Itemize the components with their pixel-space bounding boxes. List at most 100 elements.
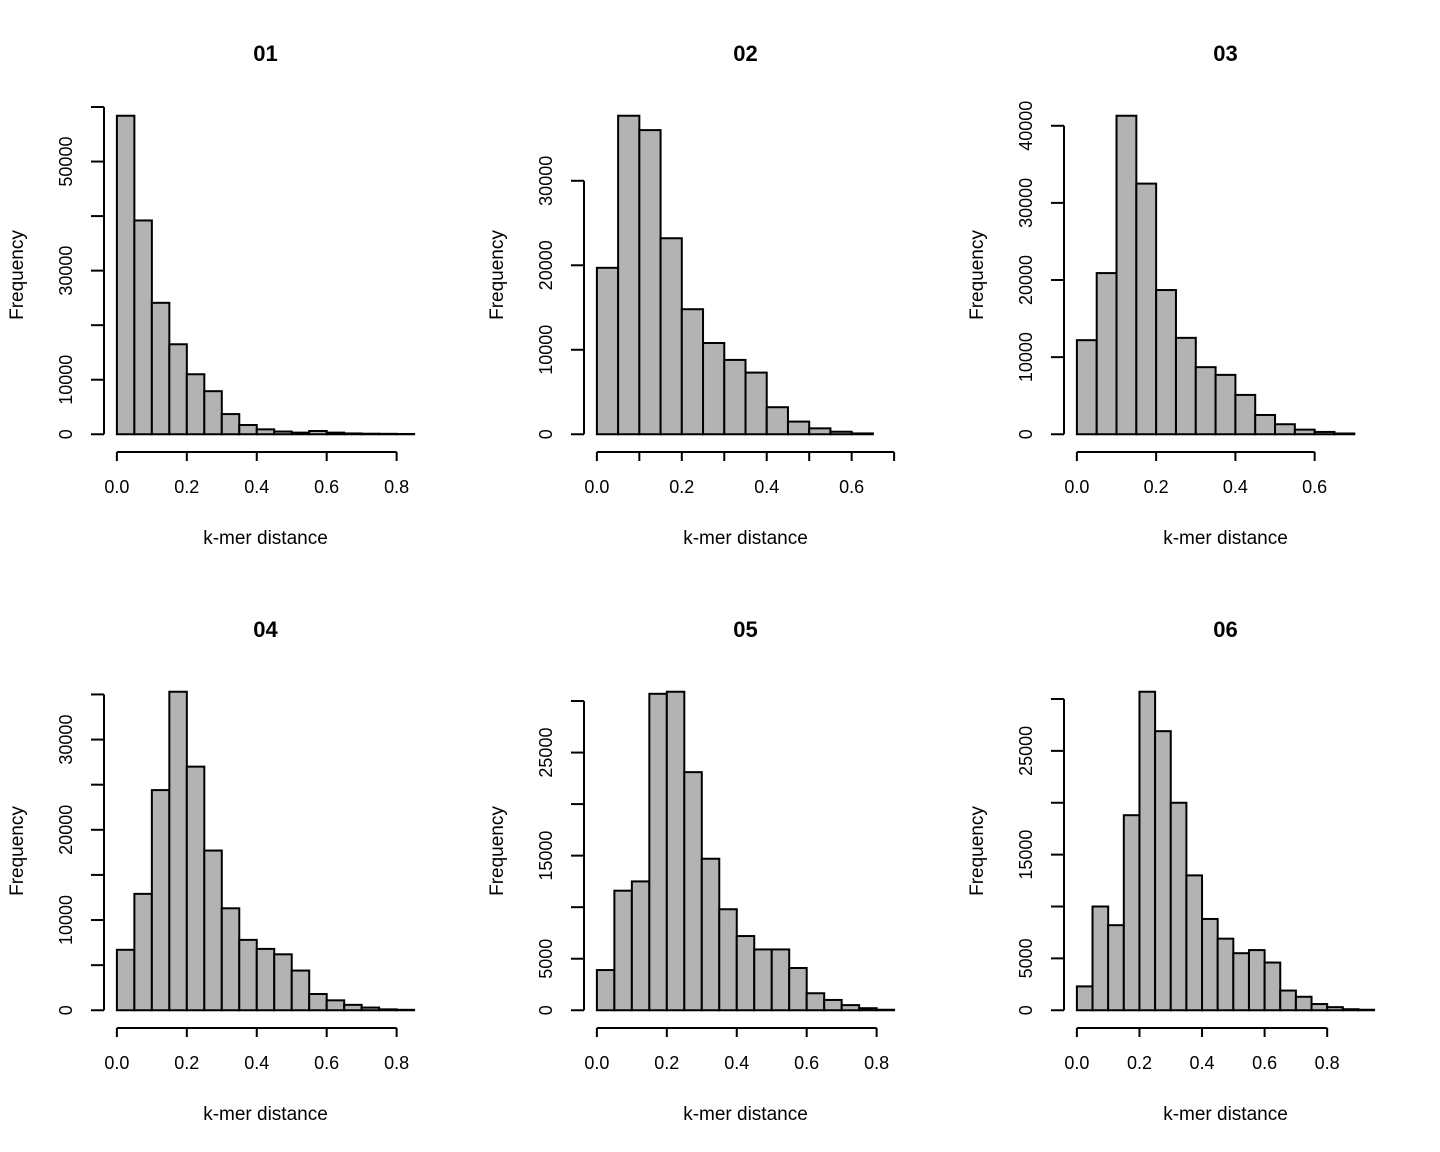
x-tick-label: 0.2 [654, 1053, 679, 1073]
histogram-bar [168, 343, 188, 436]
histogram-bar [1310, 1003, 1329, 1012]
y-tick-label: 30000 [56, 246, 76, 296]
histogram-bar [238, 938, 258, 1012]
x-tick-label: 0.0 [1064, 1053, 1089, 1073]
histogram-bar [788, 966, 808, 1012]
histogram-bar [325, 999, 346, 1012]
y-tick-label: 0 [1016, 429, 1036, 439]
histogram-bar [1135, 182, 1158, 436]
x-axis-label: k-mer distance [683, 1104, 808, 1125]
x-tick-label: 0.6 [839, 477, 864, 497]
x-tick-label: 0.8 [384, 477, 409, 497]
histogram-bar [723, 358, 747, 436]
histogram-bar [1247, 949, 1266, 1012]
x-tick-label: 0.8 [384, 1053, 409, 1073]
histogram-panel-02: 0.0 0.2 0.4 0.6 0 10000 20000 30000 02 k-mer dist… [487, 41, 896, 549]
histogram-bar [1122, 814, 1141, 1012]
histogram-bar [744, 371, 768, 436]
x-tick-label: 0.4 [724, 1053, 749, 1073]
x-tick-label: 0.6 [314, 477, 339, 497]
histogram-bar [1294, 995, 1313, 1012]
y-tick-label: 15000 [536, 831, 556, 881]
histogram-bar [765, 406, 789, 436]
histogram-bar [683, 771, 703, 1012]
histogram-bar [150, 301, 171, 436]
histogram-bar [648, 692, 668, 1012]
y-tick-label: 10000 [56, 895, 76, 945]
histogram-bar [858, 1007, 878, 1012]
histogram-bar [308, 429, 328, 436]
histogram-bar [1107, 924, 1125, 1012]
histogram-panel-01: 0.0 0.2 0.4 0.6 0.8 0 10000 30000 50000 01 k-mer d… [7, 41, 416, 549]
y-axis-label: Frequency [7, 806, 28, 896]
histogram-bar [1095, 272, 1118, 436]
y-tick-label: 20000 [1016, 255, 1036, 305]
x-axis-label: k-mer distance [1163, 1104, 1288, 1125]
histogram-bar [659, 237, 683, 436]
y-tick-label: 5000 [1016, 938, 1036, 978]
x-tick-label: 0.0 [584, 1053, 609, 1073]
x-tick-label: 0.6 [1302, 477, 1327, 497]
histogram-bar [680, 308, 705, 436]
y-axis-label: Frequency [487, 230, 508, 320]
x-tick-label: 0.4 [244, 477, 269, 497]
y-tick-label: 10000 [1016, 332, 1036, 382]
chart-title: 03 [1213, 41, 1237, 66]
histogram-bar [308, 993, 328, 1012]
histogram-bar [1115, 114, 1138, 436]
histogram-bar [1279, 989, 1297, 1012]
histogram-bar [770, 948, 791, 1012]
x-tick-label: 0.4 [1190, 1053, 1215, 1073]
histogram-bar [150, 789, 171, 1012]
histogram-bar [378, 1008, 398, 1012]
y-tick-label: 25000 [536, 728, 556, 778]
histogram-panel-04: 0.0 0.2 0.4 0.6 0.8 0 10000 20000 30000 04 k-mer d… [7, 617, 416, 1125]
histogram-bar [1154, 730, 1172, 1012]
y-axis-label: Frequency [967, 806, 988, 896]
histogram-bar [1174, 336, 1197, 436]
histogram-bar [133, 892, 153, 1012]
histogram-bar [808, 427, 832, 436]
histogram-bar [1293, 428, 1316, 436]
histogram-bar [1254, 413, 1277, 436]
chart-title: 01 [253, 41, 277, 66]
histogram-bar [638, 129, 662, 436]
x-tick-label: 0.4 [244, 1053, 269, 1073]
histogram-bar [133, 219, 153, 436]
histogram-bar [875, 1008, 896, 1012]
y-tick-label: 0 [536, 429, 556, 439]
x-tick-label: 0.2 [174, 477, 199, 497]
histogram-bar [617, 114, 641, 436]
histogram-bar [1185, 874, 1204, 1012]
y-tick-label: 0 [536, 1005, 556, 1015]
x-tick-label: 0.2 [1144, 477, 1169, 497]
histogram-bar [1333, 432, 1356, 436]
y-tick-label: 30000 [536, 156, 556, 206]
chart-title: 06 [1213, 617, 1237, 642]
histogram-bar [255, 947, 276, 1012]
histogram-bar [850, 432, 874, 436]
x-tick-label: 0.8 [864, 1053, 889, 1073]
x-axis-label: k-mer distance [683, 528, 808, 549]
y-tick-label: 30000 [1016, 178, 1036, 228]
x-tick-label: 0.4 [1223, 477, 1248, 497]
histogram-bar [665, 690, 686, 1012]
histogram-bar [290, 431, 311, 436]
y-tick-label: 30000 [56, 715, 76, 765]
histogram-bar [1194, 366, 1217, 436]
histogram-bar [1169, 801, 1188, 1012]
histogram-bar [203, 849, 223, 1012]
y-tick-label: 10000 [56, 355, 76, 405]
histogram-bar [1075, 339, 1098, 436]
x-tick-label: 0.2 [1127, 1053, 1152, 1073]
histogram-panel-03: 0.0 0.2 0.4 0.6 0 10000 20000 30000 40000 03 k-mer… [967, 41, 1356, 549]
histogram-bar [1357, 1008, 1376, 1012]
histogram-panel-05: 0.0 0.2 0.4 0.6 0.8 0 5000 15000 25000 05 k-mer di… [487, 617, 896, 1125]
x-tick-label: 0.0 [104, 477, 129, 497]
histogram-bar [238, 423, 258, 436]
y-tick-label: 40000 [1016, 101, 1036, 151]
histogram-bar [613, 889, 633, 1012]
histogram-bar [718, 908, 738, 1012]
chart-title: 05 [733, 617, 757, 642]
x-tick-label: 0.0 [1064, 477, 1089, 497]
